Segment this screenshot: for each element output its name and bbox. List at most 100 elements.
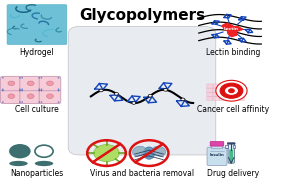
FancyBboxPatch shape (232, 96, 238, 101)
Text: Cancer cell affinity: Cancer cell affinity (197, 105, 269, 114)
Circle shape (38, 101, 40, 103)
Polygon shape (222, 23, 243, 37)
FancyBboxPatch shape (207, 147, 227, 166)
Text: Drug delivery: Drug delivery (207, 169, 259, 178)
FancyBboxPatch shape (219, 92, 225, 96)
Circle shape (8, 94, 15, 98)
Circle shape (216, 80, 247, 101)
Circle shape (47, 81, 53, 86)
Circle shape (41, 90, 42, 91)
Circle shape (19, 89, 21, 90)
Circle shape (47, 94, 53, 98)
Ellipse shape (133, 146, 146, 156)
FancyBboxPatch shape (39, 76, 61, 91)
FancyBboxPatch shape (232, 92, 238, 96)
Circle shape (58, 90, 59, 91)
Circle shape (58, 77, 59, 78)
Circle shape (2, 101, 4, 103)
Circle shape (118, 143, 121, 145)
Text: Virus and bacteria removal: Virus and bacteria removal (90, 169, 194, 178)
Circle shape (224, 86, 239, 95)
Ellipse shape (35, 161, 53, 166)
Circle shape (148, 94, 152, 97)
Circle shape (99, 89, 103, 92)
Circle shape (35, 145, 53, 157)
Circle shape (164, 89, 168, 91)
FancyBboxPatch shape (225, 84, 232, 88)
FancyBboxPatch shape (213, 84, 219, 88)
Circle shape (132, 102, 136, 104)
Ellipse shape (153, 146, 166, 156)
FancyBboxPatch shape (213, 92, 219, 96)
FancyBboxPatch shape (228, 143, 234, 163)
FancyBboxPatch shape (207, 88, 213, 92)
Circle shape (41, 101, 42, 103)
FancyBboxPatch shape (7, 5, 67, 44)
Circle shape (58, 101, 59, 103)
FancyBboxPatch shape (233, 145, 235, 148)
Circle shape (21, 101, 23, 103)
FancyBboxPatch shape (207, 84, 213, 88)
FancyBboxPatch shape (68, 26, 216, 155)
Circle shape (21, 89, 23, 90)
Circle shape (2, 90, 4, 91)
FancyBboxPatch shape (39, 89, 61, 104)
FancyBboxPatch shape (238, 92, 244, 96)
Circle shape (2, 77, 4, 78)
FancyBboxPatch shape (238, 88, 244, 92)
Circle shape (58, 89, 59, 90)
FancyBboxPatch shape (213, 88, 219, 92)
Text: Insulin: Insulin (210, 153, 224, 157)
FancyBboxPatch shape (232, 88, 238, 92)
FancyBboxPatch shape (225, 145, 228, 148)
FancyBboxPatch shape (210, 142, 224, 146)
Circle shape (2, 89, 4, 90)
FancyBboxPatch shape (229, 149, 233, 163)
Text: Cell culture: Cell culture (15, 105, 59, 114)
Circle shape (19, 77, 21, 78)
Ellipse shape (9, 161, 28, 166)
FancyBboxPatch shape (225, 92, 232, 96)
Circle shape (9, 144, 31, 158)
Text: Lectin binding: Lectin binding (206, 48, 260, 57)
FancyBboxPatch shape (227, 143, 235, 144)
Circle shape (38, 89, 40, 90)
FancyBboxPatch shape (212, 145, 222, 149)
FancyBboxPatch shape (20, 76, 41, 91)
Ellipse shape (143, 147, 155, 159)
FancyBboxPatch shape (232, 84, 238, 88)
Circle shape (92, 143, 95, 145)
FancyBboxPatch shape (207, 92, 213, 96)
Circle shape (105, 164, 108, 166)
Circle shape (41, 77, 42, 78)
Circle shape (87, 152, 89, 154)
Circle shape (19, 101, 21, 103)
Text: Lectin: Lectin (224, 27, 239, 31)
FancyBboxPatch shape (207, 96, 213, 101)
Text: Nanoparticles: Nanoparticles (10, 169, 64, 178)
FancyBboxPatch shape (219, 88, 225, 92)
Circle shape (229, 89, 234, 93)
Circle shape (124, 152, 126, 154)
FancyBboxPatch shape (238, 96, 244, 101)
Circle shape (38, 77, 40, 78)
Circle shape (41, 89, 42, 90)
FancyBboxPatch shape (219, 96, 225, 101)
Circle shape (21, 77, 23, 78)
Circle shape (27, 81, 34, 86)
Circle shape (27, 94, 34, 98)
Circle shape (21, 90, 23, 91)
Text: Glycopolymers: Glycopolymers (79, 8, 205, 23)
Circle shape (8, 81, 15, 86)
Circle shape (114, 93, 118, 95)
Circle shape (220, 83, 243, 98)
Circle shape (92, 161, 95, 163)
FancyBboxPatch shape (225, 88, 232, 92)
FancyBboxPatch shape (213, 96, 219, 101)
Circle shape (19, 90, 21, 91)
Text: Hydrogel: Hydrogel (20, 48, 54, 57)
FancyBboxPatch shape (238, 84, 244, 88)
Circle shape (105, 140, 108, 142)
FancyBboxPatch shape (225, 96, 232, 101)
FancyBboxPatch shape (1, 76, 22, 91)
